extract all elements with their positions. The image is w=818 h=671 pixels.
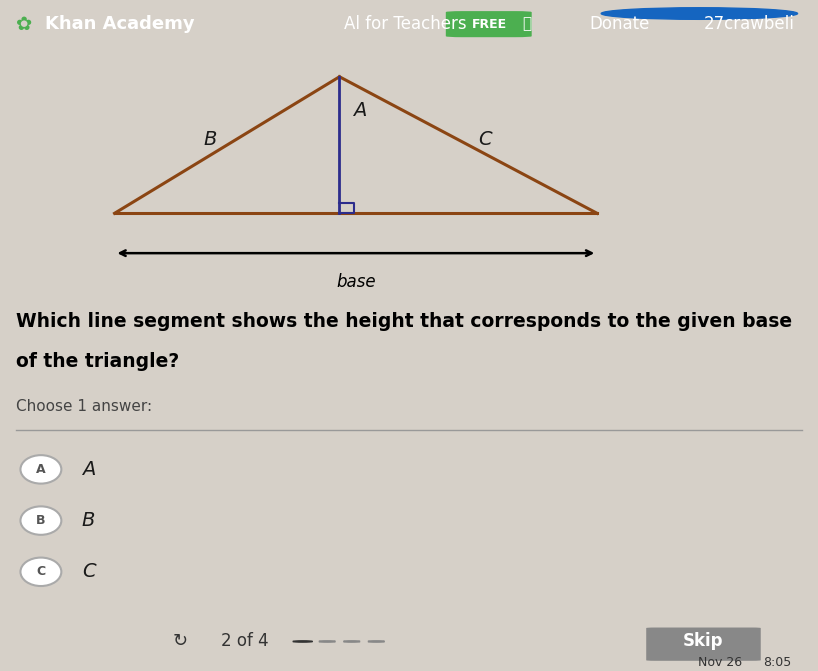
Text: of the triangle?: of the triangle?	[16, 352, 180, 371]
Circle shape	[601, 8, 798, 19]
Text: A: A	[353, 101, 366, 120]
Circle shape	[20, 507, 61, 535]
Text: Which line segment shows the height that corresponds to the given base: Which line segment shows the height that…	[16, 312, 793, 331]
Text: B: B	[82, 511, 95, 530]
Circle shape	[20, 455, 61, 484]
Text: ✿: ✿	[16, 15, 33, 34]
Text: Skip: Skip	[683, 633, 724, 650]
Text: A: A	[82, 460, 95, 479]
Circle shape	[319, 641, 335, 642]
Text: B: B	[204, 130, 218, 149]
Circle shape	[293, 641, 312, 642]
Text: Al for Teachers: Al for Teachers	[344, 15, 466, 33]
Text: ↻: ↻	[173, 633, 187, 650]
Circle shape	[20, 558, 61, 586]
FancyBboxPatch shape	[446, 11, 532, 37]
Text: Khan Academy: Khan Academy	[45, 15, 195, 33]
Text: base: base	[336, 272, 375, 291]
FancyBboxPatch shape	[646, 627, 761, 661]
Text: 2 of 4: 2 of 4	[221, 633, 268, 650]
Text: B: B	[36, 514, 46, 527]
Circle shape	[344, 641, 360, 642]
Text: FREE: FREE	[472, 17, 506, 31]
Circle shape	[368, 641, 384, 642]
Text: Nov 26: Nov 26	[698, 656, 742, 670]
Text: ⧉: ⧉	[522, 17, 531, 32]
Text: C: C	[36, 565, 46, 578]
Text: Choose 1 answer:: Choose 1 answer:	[16, 399, 152, 414]
Text: C: C	[478, 130, 492, 149]
Text: C: C	[82, 562, 96, 581]
Text: 27crawbeli: 27crawbeli	[703, 15, 794, 33]
Text: 8:05: 8:05	[763, 656, 791, 670]
Text: Donate: Donate	[589, 15, 649, 33]
Text: A: A	[36, 463, 46, 476]
